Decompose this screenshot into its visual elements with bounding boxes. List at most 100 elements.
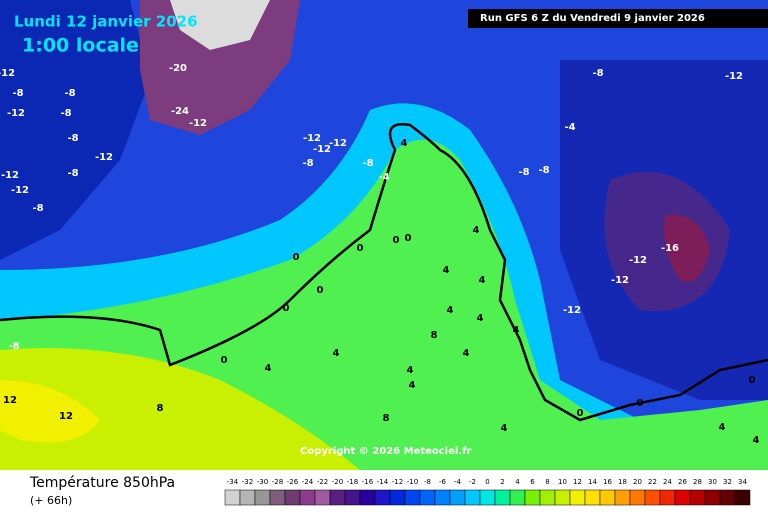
legend-label: -12 (392, 478, 403, 486)
legend-label: -4 (454, 478, 462, 486)
legend-label: 6 (530, 478, 535, 486)
legend-swatch (329, 489, 346, 506)
contour-label: 8 (383, 413, 390, 424)
contour-label: 12 (59, 411, 73, 422)
contour-label: 0 (283, 303, 290, 314)
legend-swatch (464, 489, 481, 506)
legend-swatch (389, 489, 406, 506)
legend-label: 10 (558, 478, 567, 486)
legend-swatch (254, 489, 271, 506)
legend-swatch (419, 489, 436, 506)
contour-label: -8 (32, 203, 43, 214)
warm-region (0, 348, 360, 470)
legend-swatch (644, 489, 661, 506)
warm-core (0, 380, 100, 443)
contour-label: 0 (637, 398, 644, 409)
legend-label: -8 (424, 478, 431, 486)
run-box (468, 9, 768, 28)
greenland-cold (140, 0, 300, 135)
contour-label: -16 (661, 243, 679, 254)
legend-label: 28 (693, 478, 702, 486)
legend-label: 18 (618, 478, 627, 486)
coastline (0, 123, 768, 422)
legend-swatch (314, 489, 331, 506)
legend-label: 0 (485, 478, 489, 486)
legend-label: 8 (545, 478, 549, 486)
contour-label: 4 (447, 305, 454, 316)
legend-swatch (224, 489, 241, 506)
contour-label: 12 (3, 395, 17, 406)
legend-label: -10 (407, 478, 418, 486)
legend-swatch (689, 489, 706, 506)
legend-swatch (629, 489, 646, 506)
contour-label: -12 (611, 275, 629, 286)
contour-label: 0 (357, 243, 364, 254)
legend-swatch (404, 489, 421, 506)
contour-label: -12 (1, 170, 19, 181)
legend-label: -32 (242, 478, 253, 486)
legend-label: 30 (708, 478, 717, 486)
contour-label: 4 (753, 435, 760, 446)
legend-swatch (374, 489, 391, 506)
legend-label: -18 (347, 478, 358, 486)
legend-swatch (734, 489, 751, 506)
contour-label: -8 (592, 68, 603, 79)
contour-label: -8 (67, 133, 78, 144)
east-cold-center (664, 214, 710, 282)
contour-label: 0 (393, 235, 400, 246)
contour-label: 0 (317, 285, 324, 296)
contour-label: 4 (333, 348, 340, 359)
legend-label: -34 (227, 478, 239, 486)
contour-label: -8 (64, 88, 75, 99)
contour-label: 4 (463, 348, 470, 359)
contour-label: -4 (564, 122, 575, 133)
legend-swatch (659, 489, 676, 506)
contour-label: 8 (431, 330, 438, 341)
contour-label: -12 (0, 68, 15, 79)
legend-label: 26 (678, 478, 687, 486)
legend-label: 2 (500, 478, 504, 486)
contour-label: 4 (473, 225, 480, 236)
legend-label: -6 (439, 478, 447, 486)
legend-swatch (599, 489, 616, 506)
legend-swatch (584, 489, 601, 506)
legend-swatch (344, 489, 361, 506)
contour-label: 4 (265, 363, 272, 374)
legend-label: 32 (723, 478, 732, 486)
legend-label: 24 (663, 478, 672, 486)
contour-label: -12 (189, 118, 207, 129)
contour-label: -12 (629, 255, 647, 266)
contour-label: -8 (12, 88, 23, 99)
forecast-lead: (+ 66h) (30, 494, 72, 507)
valid-date: Lundi 12 janvier 2026 (14, 13, 198, 31)
contour-label: -8 (60, 108, 71, 119)
contour-label: 4 (409, 380, 416, 391)
legend-swatch (569, 489, 586, 506)
contour-label: 4 (513, 325, 520, 336)
legend-label: -26 (287, 478, 299, 486)
legend-swatch (359, 489, 376, 506)
contour-label: -12 (725, 71, 743, 82)
contour-label: 4 (477, 313, 484, 324)
legend-swatch (449, 489, 466, 506)
contour-label: -8 (518, 167, 529, 178)
contour-label: -8 (302, 158, 313, 169)
contour-label: 0 (749, 375, 756, 386)
legend-label: -20 (332, 478, 343, 486)
contour-label: -12 (329, 138, 347, 149)
contour-label: -12 (95, 152, 113, 163)
contour-label: 4 (501, 423, 508, 434)
contour-label: 4 (407, 365, 414, 376)
legend-swatch (479, 489, 496, 506)
legend-label: -24 (302, 478, 314, 486)
contour-label: -12 (7, 108, 25, 119)
legend-label: -16 (362, 478, 374, 486)
legend-label: 34 (738, 478, 747, 486)
legend-swatch (434, 489, 451, 506)
contour-label: -8 (362, 158, 373, 169)
legend-swatch (704, 489, 721, 506)
contour-label: -8 (8, 341, 19, 352)
legend-label: 12 (573, 478, 582, 486)
contour-label: -24 (171, 106, 189, 117)
